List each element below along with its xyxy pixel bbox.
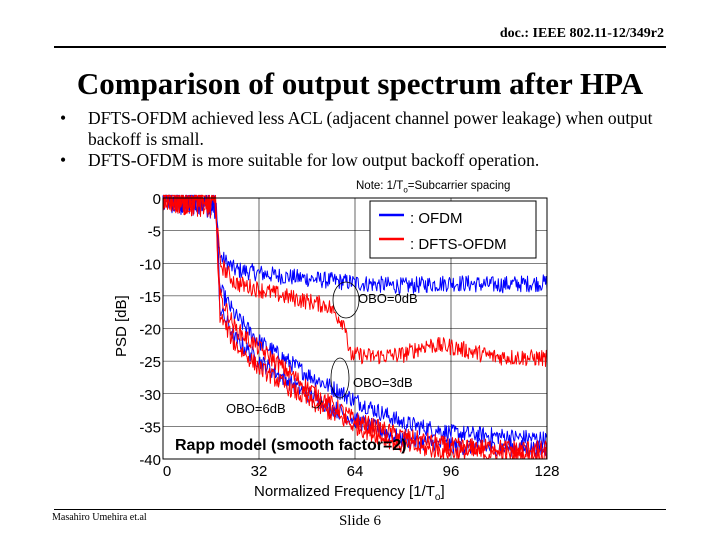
- bullet-dot: •: [60, 108, 67, 128]
- note-prefix: Note: 1/T: [356, 180, 404, 192]
- y-tick-label: -15: [139, 289, 161, 306]
- x-tick-label: 32: [251, 463, 268, 480]
- x-axis-label: Normalized Frequency [1/To]: [254, 483, 445, 503]
- annotation-pointer-obo6: [311, 399, 323, 409]
- annotation-obo6: OBO=6dB: [226, 401, 286, 416]
- document-id: doc.: IEEE 802.11-12/349r2: [499, 26, 664, 41]
- series-line-ofdm-obo0: [162, 194, 548, 295]
- y-tick-label: -10: [139, 256, 161, 273]
- bullet-item: • DFTS-OFDM achieved less ACL (adjacent …: [60, 108, 700, 150]
- note-subscript: o: [403, 185, 408, 195]
- bullet-item: • DFTS-OFDM is more suitable for low out…: [60, 150, 700, 171]
- chart-curves: [162, 194, 548, 460]
- annotation-model: Rapp model (smooth factor=2): [175, 437, 407, 454]
- legend: : OFDM : DFTS-OFDM: [369, 200, 537, 259]
- series-line-dfts-obo0: [162, 194, 548, 367]
- note-suffix: =Subcarrier spacing: [407, 180, 511, 192]
- chart-note: Note: 1/To=Subcarrier spacing: [356, 180, 510, 194]
- slide-number: Slide 6: [338, 513, 382, 529]
- annotation-ellipse-obo3: [330, 357, 350, 399]
- y-tick-label: -30: [139, 387, 161, 404]
- series-line-dfts-obo2: [163, 194, 547, 460]
- slide-title: Comparison of output spectrum after HPA: [76, 66, 644, 101]
- x-tick-label: 64: [347, 463, 364, 480]
- y-tick-label: -40: [139, 452, 161, 469]
- y-axis-label: PSD [dB]: [113, 295, 130, 357]
- y-tick-label: -5: [148, 224, 161, 241]
- x-tick-label: 128: [534, 463, 559, 480]
- bullet-list: • DFTS-OFDM achieved less ACL (adjacent …: [60, 108, 700, 171]
- x-tick-label: 0: [163, 463, 171, 480]
- annotation-ellipse-obo0: [332, 281, 360, 319]
- bullet-text: DFTS-OFDM is more suitable for low outpu…: [88, 150, 540, 170]
- y-tick-label: -20: [139, 322, 161, 339]
- footer-authors: Masahiro Umehira et.al: [52, 512, 147, 523]
- legend-box: [369, 200, 537, 259]
- x-axis-label-suffix: ]: [440, 483, 444, 500]
- tick-labels: 0 32 64 96 128 0 -5 -10 -15 -20 -25 -30 -35 -40: [139, 191, 559, 480]
- annotation-obo3: OBO=3dB: [353, 375, 413, 390]
- y-tick-label: 0: [153, 191, 161, 208]
- legend-label-ofdm: : OFDM: [410, 210, 463, 227]
- series-line-ofdm-obo1: [162, 194, 548, 449]
- footer-rule: [54, 509, 666, 510]
- annotations: [311, 281, 360, 409]
- x-axis-label-subscript: o: [435, 492, 441, 503]
- bullet-dot: •: [60, 150, 67, 170]
- y-tick-label: -35: [139, 419, 161, 436]
- annotation-obo0: OBO=0dB: [358, 291, 418, 306]
- y-tick-label: -25: [139, 354, 161, 371]
- header-rule: [54, 46, 666, 48]
- legend-label-dfts: : DFTS-OFDM: [410, 236, 507, 253]
- x-tick-label: 96: [443, 463, 460, 480]
- plot-frame: [162, 197, 548, 460]
- bullet-text: DFTS-OFDM achieved less ACL (adjacent ch…: [88, 108, 653, 149]
- x-axis-label-prefix: Normalized Frequency [1/T: [254, 483, 435, 500]
